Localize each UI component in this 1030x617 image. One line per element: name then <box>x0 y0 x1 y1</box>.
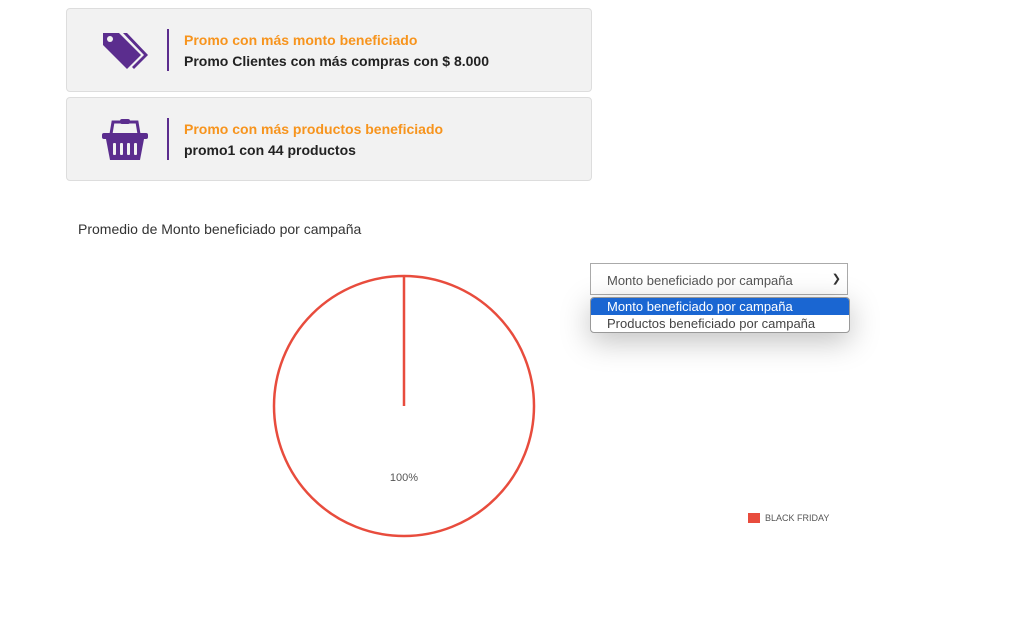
card-value: Promo Clientes con más compras con $ 8.0… <box>184 53 490 69</box>
chart-type-select[interactable]: Monto beneficiado por campaña ❯ <box>590 263 848 295</box>
divider <box>167 118 169 160</box>
chart-title: Promedio de Monto beneficiado por campañ… <box>78 221 362 237</box>
card-title: Promo con más productos beneficiado <box>184 121 444 137</box>
select-dropdown: Monto beneficiado por campaña Productos … <box>590 297 850 333</box>
option-productos[interactable]: Productos beneficiado por campaña <box>607 316 816 331</box>
slice-label: 100% <box>390 472 418 484</box>
card-title: Promo con más monto beneficiado <box>184 32 418 48</box>
card-value: promo1 con 44 productos <box>184 142 356 158</box>
legend-label: BLACK FRIDAY <box>765 513 830 523</box>
basket-icon <box>102 119 148 160</box>
promo-productos-card: Promo con más productos beneficiado prom… <box>66 97 592 181</box>
legend-swatch <box>748 513 760 523</box>
select-value: Monto beneficiado por campaña <box>607 273 793 288</box>
legend-item[interactable]: BLACK FRIDAY <box>748 513 829 523</box>
promo-monto-card: Promo con más monto beneficiado Promo Cl… <box>66 8 592 92</box>
chevron-down-icon: ❯ <box>831 273 841 285</box>
divider <box>167 29 169 71</box>
option-monto[interactable]: Monto beneficiado por campaña <box>591 298 849 315</box>
tags-icon <box>103 33 148 69</box>
